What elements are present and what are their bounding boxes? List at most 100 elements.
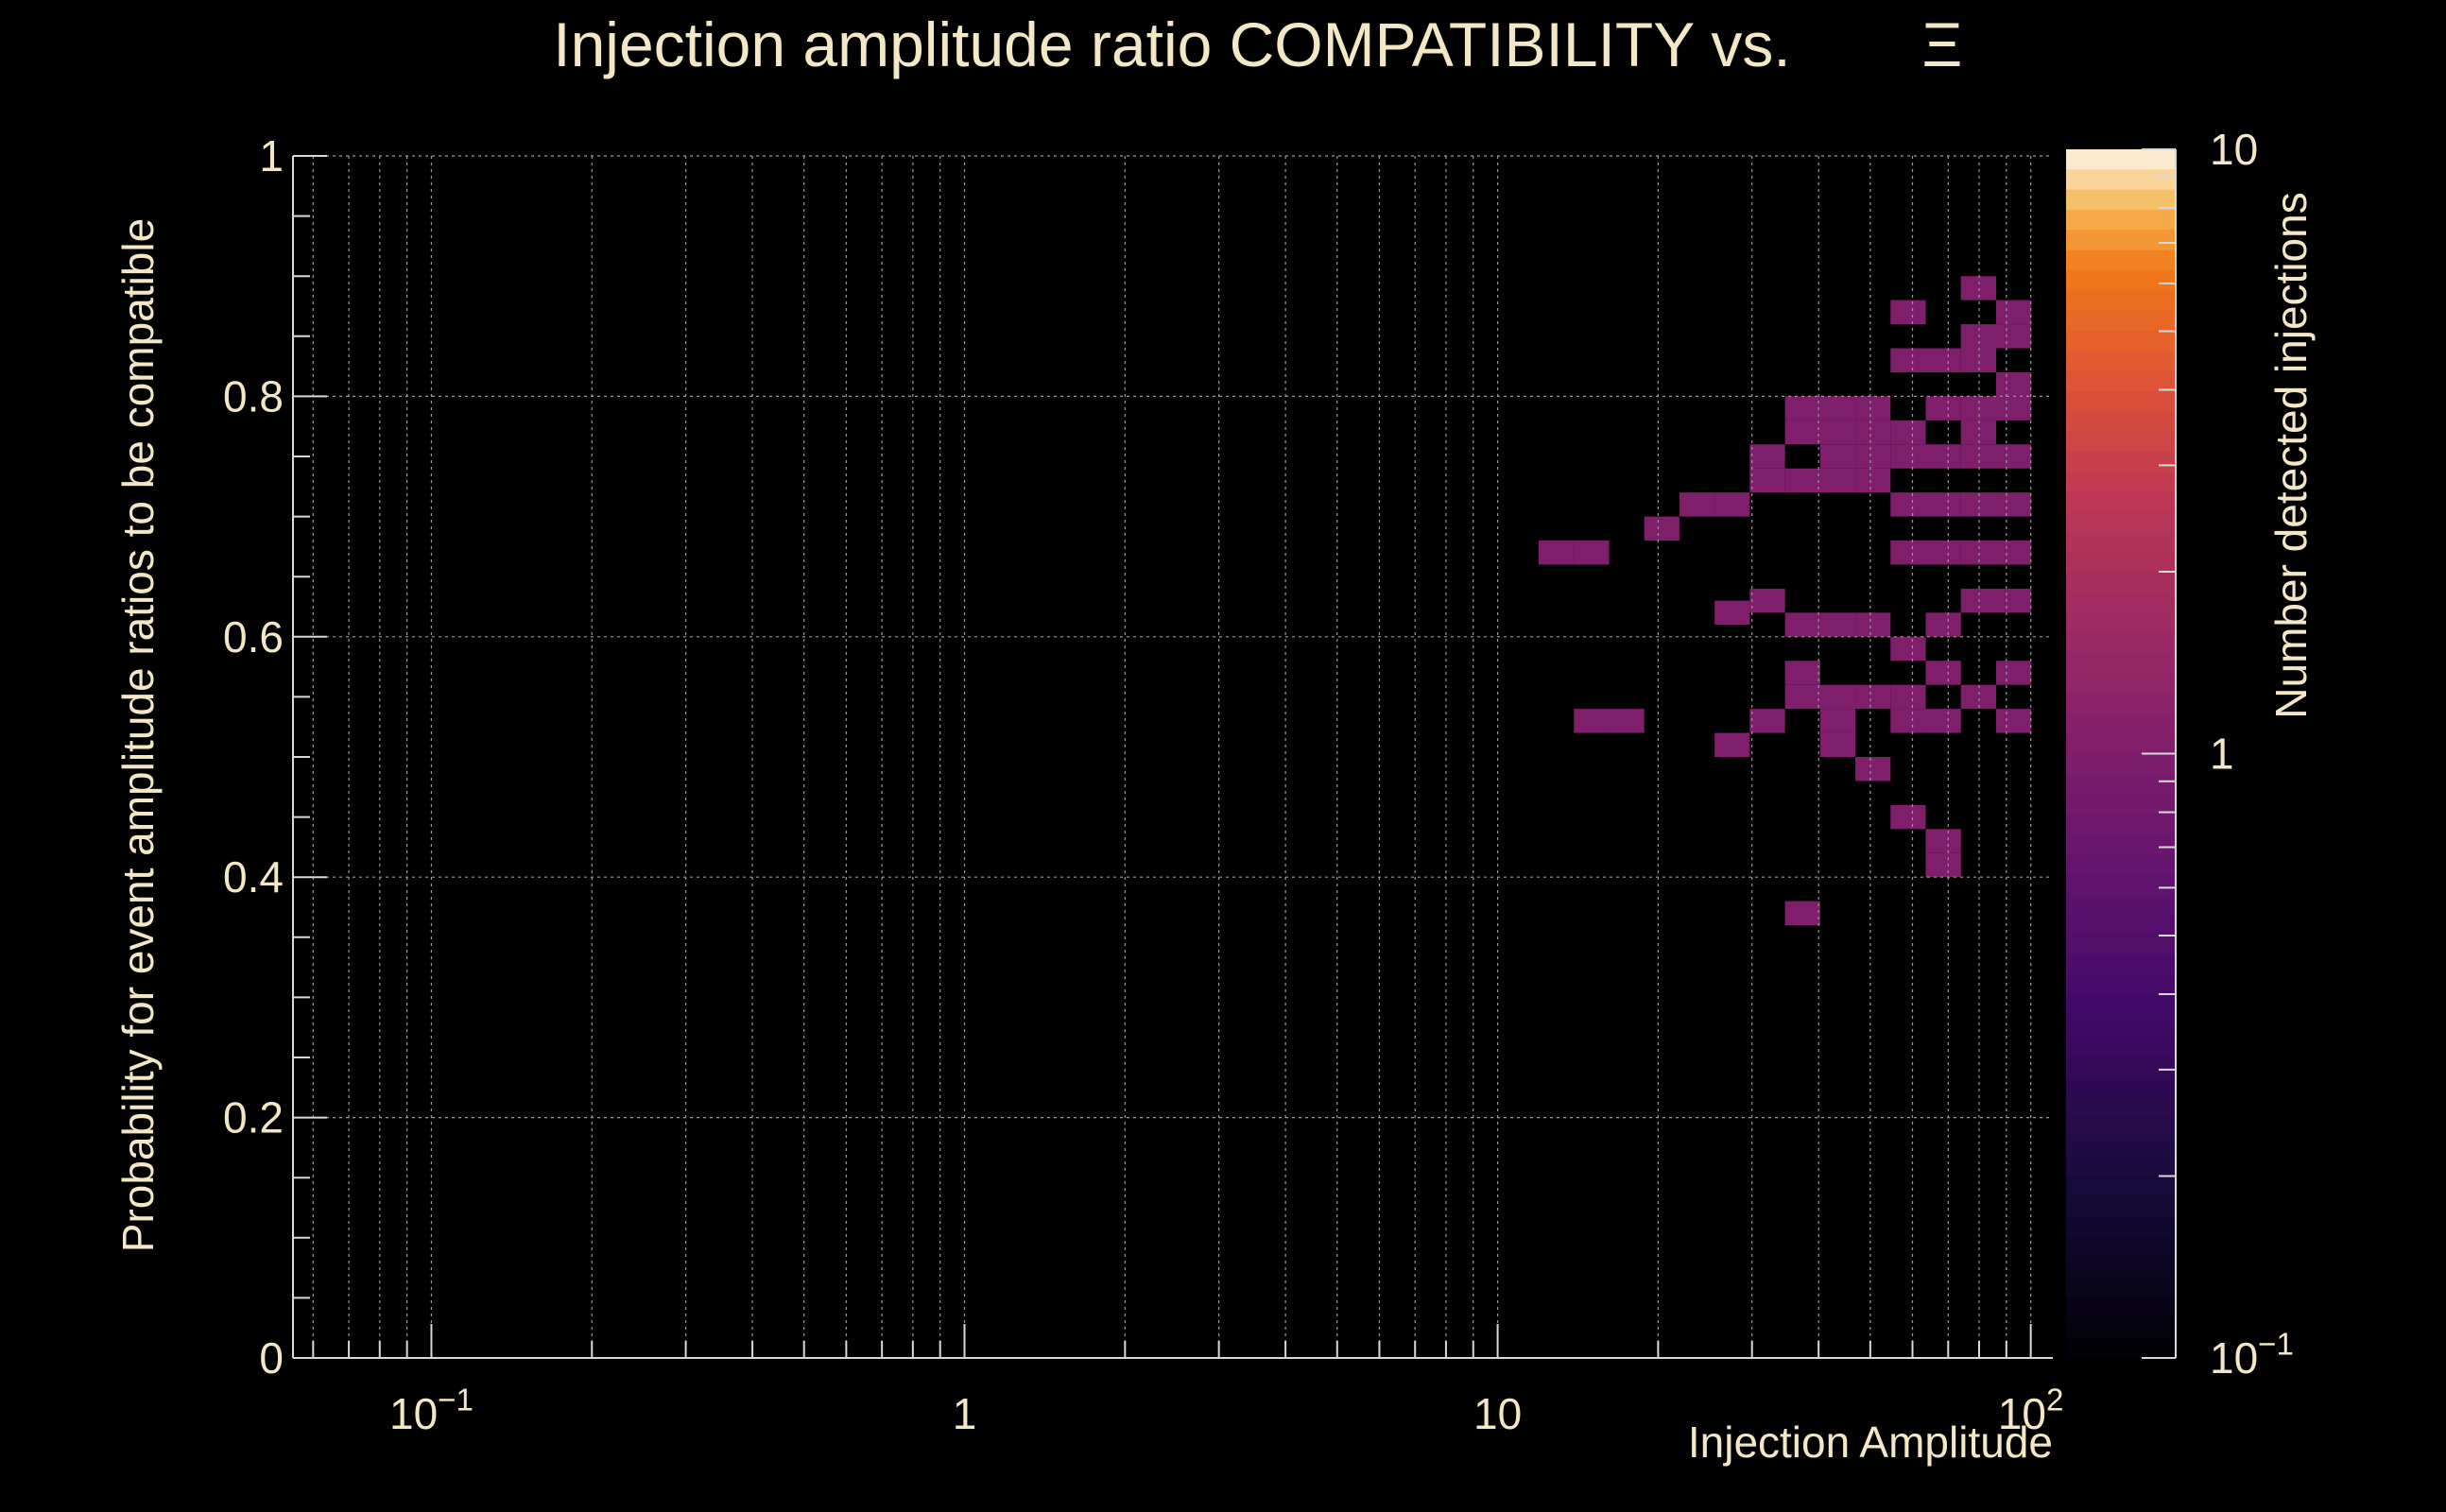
heatmap-bin [1609, 709, 1645, 733]
colorbar-segment [2066, 411, 2176, 433]
colorbar-segment [2066, 733, 2176, 755]
heatmap-bin [1714, 732, 1750, 757]
heatmap-bin [1784, 684, 1820, 710]
heatmap-bin [1855, 468, 1891, 493]
heatmap-bin [1819, 468, 1856, 493]
heatmap-bin [1960, 420, 1996, 445]
colorbar-segment [2066, 974, 2176, 996]
heatmap-bin [1890, 684, 1926, 710]
x-axis-label: Injection Amplitude [1688, 1418, 2053, 1467]
colorbar-segment [2066, 1056, 2176, 1077]
colorbar-segment [2066, 169, 2176, 191]
heatmap-bin [1855, 420, 1891, 445]
colorbar-segment [2066, 1015, 2176, 1037]
chart-title-group: Injection amplitude ratio COMPATIBILITY … [553, 9, 1962, 79]
colorbar-segment [2066, 854, 2176, 875]
colorbar-segment [2066, 814, 2176, 835]
colorbar-segment [2066, 149, 2176, 170]
heatmap-bin [1995, 444, 2032, 469]
heatmap-bin [1995, 371, 2032, 397]
colorbar-segment [2066, 370, 2176, 392]
heatmap-bin [1714, 492, 1750, 517]
colorbar-segment [2066, 1156, 2176, 1177]
heatmap-bin [1714, 600, 1750, 626]
colorbar-segment [2066, 954, 2176, 976]
x-tick-label: 10 [1473, 1389, 1522, 1438]
colorbar-segment [2066, 472, 2176, 492]
heatmap-bin [1644, 516, 1679, 541]
colorbar-segment [2066, 794, 2176, 816]
heatmap-bin [1925, 612, 1961, 637]
heatmap-bin [1855, 444, 1891, 469]
colorbar-tick-label: 1 [2210, 730, 2234, 779]
colorbar-segment [2066, 1177, 2176, 1198]
heatmap-bin [1784, 901, 1820, 926]
colorbar-segment [2066, 249, 2176, 271]
chart-title-symbol: Ξ [1922, 9, 1963, 79]
heatmap-bin [1679, 492, 1715, 517]
heatmap-bin [1890, 541, 1926, 565]
colorbar-segment [2066, 351, 2176, 372]
heatmap-bins [1539, 276, 2032, 926]
colorbar-segment [2066, 431, 2176, 453]
heatmap-bin [1855, 396, 1891, 421]
colorbar-segment [2066, 572, 2176, 593]
colorbar-segment [2066, 189, 2176, 211]
heatmap-bin [1960, 684, 1996, 710]
heatmap-bin [1925, 348, 1961, 372]
heatmap-bin [1890, 636, 1926, 662]
colorbar-segment [2066, 1237, 2176, 1259]
colorbar-tick-label: 10−1 [2210, 1328, 2294, 1383]
y-tick-label: 0.6 [223, 612, 284, 662]
heatmap-bin [1995, 541, 2032, 565]
heatmap-bin [1855, 757, 1891, 782]
y-tick-label: 0 [259, 1333, 284, 1383]
colorbar: 10 1 10−1 [2066, 125, 2294, 1383]
heatmap-bin [1960, 324, 1996, 349]
heatmap-bin [1960, 492, 1996, 517]
heatmap-bin [1960, 276, 1996, 301]
colorbar-segment [2066, 390, 2176, 412]
heatmap-bin [1819, 709, 1856, 733]
colorbar-segment [2066, 612, 2176, 634]
heatmap-bin [1819, 420, 1856, 445]
colorbar-segment [2066, 1337, 2176, 1359]
heatmap-bin [1925, 541, 1961, 565]
heatmap-bin [1855, 684, 1891, 710]
heatmap-bin [1925, 492, 1961, 517]
heatmap-bin [1819, 732, 1856, 757]
heatmap-bin [1890, 420, 1926, 445]
heatmap-bin [1995, 396, 2032, 421]
colorbar-segment [2066, 894, 2176, 916]
colorbar-segment [2066, 1257, 2176, 1279]
colorbar-segment [2066, 652, 2176, 674]
colorbar-segment [2066, 1216, 2176, 1238]
heatmap-bin [1995, 661, 2032, 685]
y-axis-label: Probability for event amplitude ratios t… [113, 218, 163, 1252]
heatmap-bin [1960, 348, 1996, 372]
colorbar-segment [2066, 673, 2176, 695]
heatmap-bin [1995, 492, 2032, 517]
heatmap-bin [1925, 829, 1961, 853]
y-tick-label: 0.4 [223, 852, 284, 902]
colorbar-segment [2066, 1277, 2176, 1298]
heatmap-bin [1784, 420, 1820, 445]
colorbar-tick-label: 10 [2210, 125, 2258, 174]
y-tick-label: 1 [259, 131, 284, 180]
heatmap-bin [1819, 444, 1856, 469]
heatmap-bin [1574, 541, 1610, 565]
colorbar-segment [2066, 310, 2176, 332]
axes: 10−1 1 10 102 0 0.2 0.4 0.6 0.8 1 [223, 131, 2063, 1438]
heatmap-bin [1749, 444, 1785, 469]
colorbar-segment [2066, 290, 2176, 312]
colorbar-segment [2066, 935, 2176, 956]
heatmap-bin [1784, 612, 1820, 637]
colorbar-label: Number detected injections [2266, 192, 2316, 718]
heatmap-bin [1890, 709, 1926, 733]
colorbar-segment [2066, 1095, 2176, 1117]
colorbar-segment [2066, 915, 2176, 936]
heatmap-bin [1925, 709, 1961, 733]
x-tick-label: 1 [953, 1389, 977, 1438]
colorbar-segment [2066, 1035, 2176, 1057]
